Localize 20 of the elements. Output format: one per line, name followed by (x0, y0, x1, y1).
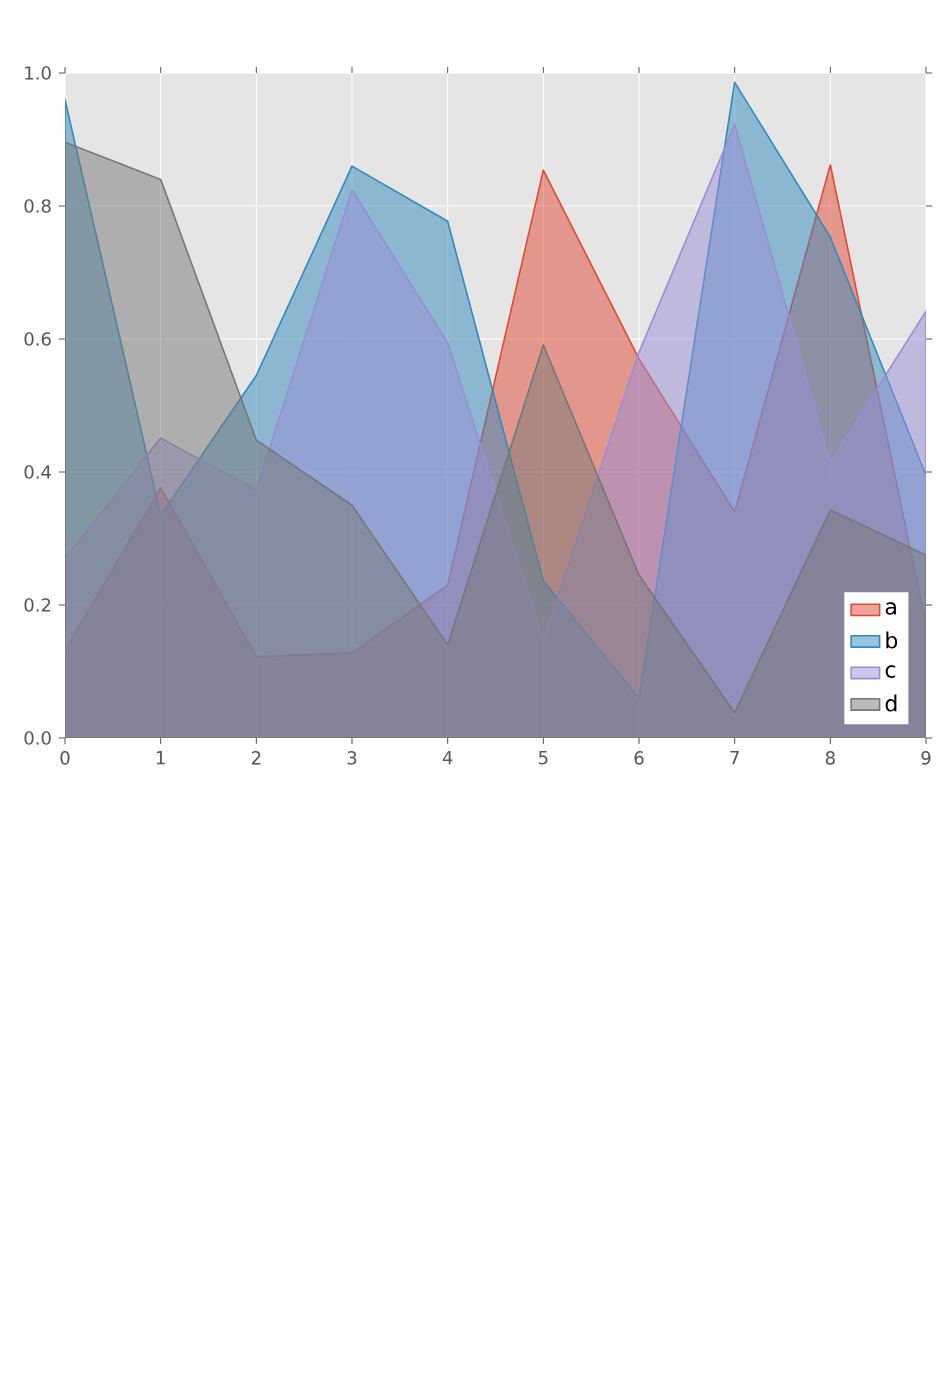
x-tick-label: 7 (730, 751, 739, 765)
x-tick-label: 9 (921, 751, 931, 765)
x-tick-label: 4 (442, 751, 453, 765)
x-tick-label: 0 (60, 751, 70, 765)
x-tick-label: 1 (156, 751, 165, 765)
y-tick-label: 1.0 (25, 66, 51, 80)
legend-label: d (885, 694, 897, 712)
y-tick-label: 0.0 (24, 731, 51, 745)
y-tick-label: 0.4 (24, 465, 51, 479)
y-tick-label: 0.6 (24, 332, 51, 346)
y-tick-label: 0.8 (24, 199, 51, 213)
x-tick-label: 6 (634, 751, 644, 765)
x-tick-label: 3 (347, 751, 357, 765)
legend-label: c (885, 665, 896, 678)
x-tick-label: 2 (251, 751, 261, 765)
x-tick-label: 8 (825, 751, 835, 765)
legend-label: b (886, 631, 898, 649)
legend-label: a (885, 602, 896, 615)
y-tick-label: 0.2 (24, 598, 51, 612)
x-tick-label: 5 (538, 751, 548, 765)
